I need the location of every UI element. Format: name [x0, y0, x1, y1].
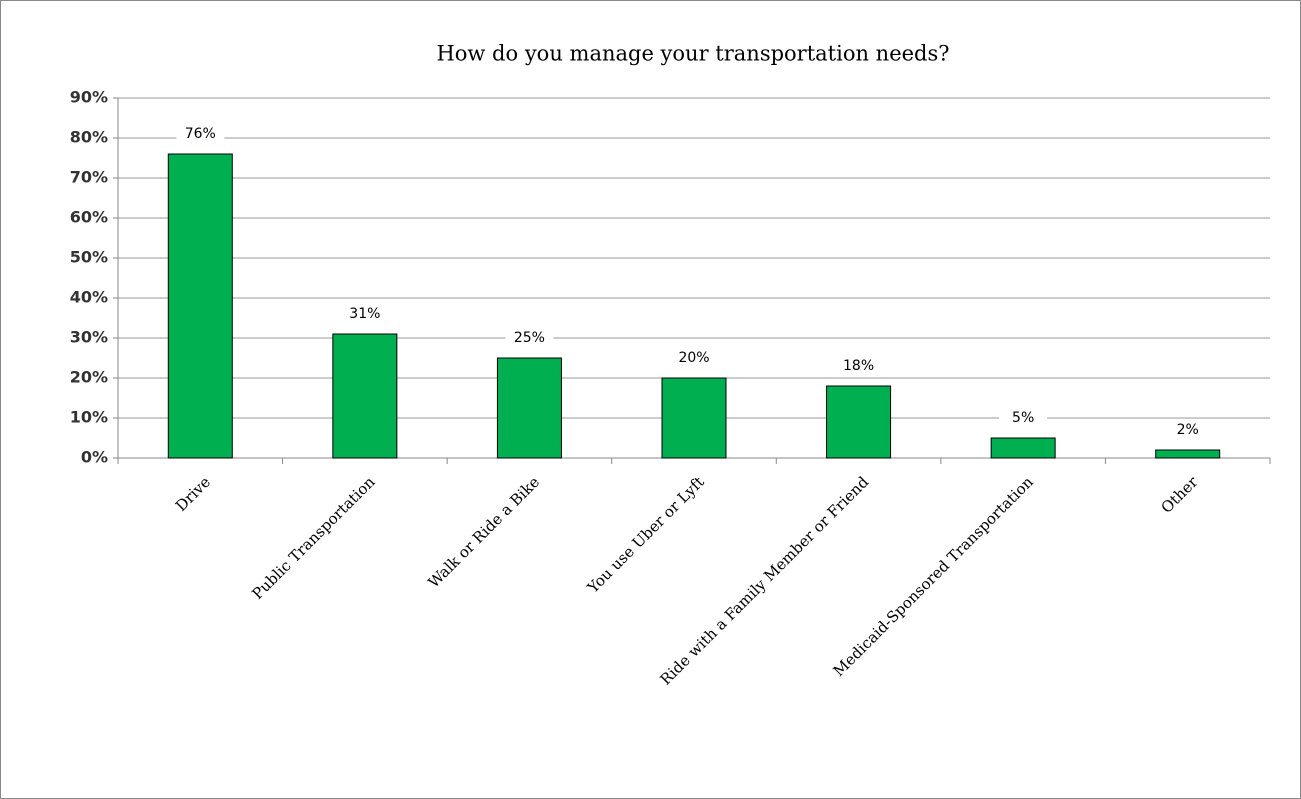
y-tick-label: 60%: [70, 208, 108, 227]
bar: [332, 333, 398, 459]
y-tick-label: 90%: [70, 88, 108, 107]
y-tick-label: 10%: [70, 408, 108, 427]
bar: [826, 385, 892, 459]
value-label: 76%: [185, 126, 216, 142]
y-tick-label: 0%: [81, 448, 108, 467]
value-label: 5%: [1012, 410, 1034, 426]
y-tick-label: 80%: [70, 128, 108, 147]
value-label: 25%: [514, 330, 545, 346]
y-tick-label: 40%: [70, 288, 108, 307]
value-label: 20%: [678, 350, 709, 366]
y-tick-label: 30%: [70, 328, 108, 347]
chart-title: How do you manage your transportation ne…: [436, 42, 949, 66]
y-tick-label: 70%: [70, 168, 108, 187]
value-label-bg: [1163, 420, 1212, 440]
bar: [661, 377, 727, 459]
value-label-bg: [505, 328, 554, 348]
y-tick-label: 20%: [70, 368, 108, 387]
bar: [1155, 449, 1221, 459]
value-label: 31%: [349, 306, 380, 322]
value-label: 18%: [843, 358, 874, 374]
value-label-bg: [340, 304, 389, 324]
bar: [990, 437, 1056, 459]
value-label-bg: [999, 408, 1048, 428]
bar: [496, 357, 562, 459]
bar: [167, 153, 233, 459]
value-label: 2%: [1177, 422, 1199, 438]
y-tick-label: 50%: [70, 248, 108, 267]
value-label-bg: [670, 348, 718, 368]
value-label-bg: [176, 124, 225, 144]
value-label-bg: [834, 356, 883, 376]
